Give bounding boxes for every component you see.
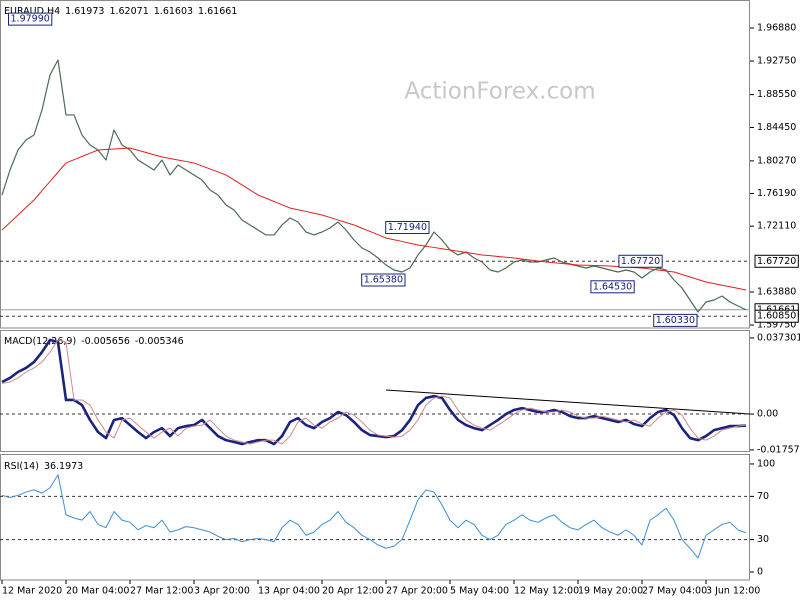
series-line — [1, 474, 747, 559]
title-text: RSI(14) — [4, 461, 39, 472]
price-annotation: 1.60330 — [656, 315, 695, 326]
x-tick-label: 20 Apr 12:00 — [322, 586, 384, 597]
panel-title: MACD(12,26,9) -0.005656 -0.005346 — [4, 336, 184, 347]
x-tick-label: 27 Apr 20:00 — [386, 586, 448, 597]
x-tick-label: 27 Mar 12:00 — [130, 586, 193, 597]
x-tick-label: 13 Apr 04:00 — [258, 586, 320, 597]
title-reading: 1.61973 — [65, 6, 104, 17]
y-tick-label: 1.76190 — [757, 188, 796, 199]
level-label: 1.60850 — [757, 311, 796, 322]
title-reading: 1.61603 — [154, 6, 193, 17]
title-text: MACD(12,26,9) — [4, 336, 76, 347]
title-reading: 1.61661 — [198, 6, 237, 17]
x-tick-label: 3 Apr 20:00 — [194, 586, 250, 597]
series-line — [1, 59, 747, 313]
title-reading: 36.1973 — [44, 461, 83, 472]
price-annotation: 1.71940 — [388, 222, 427, 233]
y-tick-label: 70 — [757, 491, 769, 502]
title-reading: -0.005656 — [81, 336, 130, 347]
price-annotation: 1.64530 — [593, 281, 632, 292]
price-panel — [0, 0, 750, 329]
x-tick-label: 12 Mar 2020 — [2, 586, 62, 597]
y-tick-label: 0.037301 — [757, 332, 800, 343]
x-tick-label: 5 May 04:00 — [450, 586, 509, 597]
x-tick-label: 27 May 04:00 — [642, 586, 707, 597]
price-annotation-box — [8, 12, 53, 26]
price-annotation: 1.67720 — [621, 256, 660, 267]
title-text: EURAUD,H4 — [4, 6, 60, 17]
y-tick-label: 1.63880 — [757, 287, 796, 298]
x-tick-label: 19 May 20:00 — [578, 586, 643, 597]
y-tick-label: 100 — [757, 458, 775, 469]
y-tick-label: 1.88550 — [757, 89, 796, 100]
series-line — [1, 339, 747, 445]
price-annotation-box — [590, 280, 635, 294]
price-annotation: 1.97990 — [11, 14, 50, 25]
macd-trendline — [385, 389, 751, 415]
panel-title: RSI(14) 36.1973 — [4, 461, 83, 472]
panel-title: EURAUD,H4 1.61973 1.62071 1.61603 1.61661 — [4, 6, 237, 17]
level-label-box — [754, 254, 799, 268]
y-tick-label: 30 — [757, 534, 769, 545]
price-annotation-box — [653, 313, 698, 327]
price-annotation: 1.65380 — [364, 275, 403, 286]
x-tick-label: 20 Mar 04:00 — [66, 586, 129, 597]
y-tick-label: 1.96880 — [757, 23, 796, 34]
x-tick-label: 3 Jun 12:00 — [706, 586, 760, 597]
x-tick-label: 12 May 12:00 — [514, 586, 579, 597]
level-label-box — [754, 309, 799, 323]
price-annotation-box — [361, 273, 406, 287]
y-tick-label: 1.92750 — [757, 56, 796, 67]
macd-panel — [0, 330, 750, 452]
y-tick-label: 1.72110 — [757, 221, 796, 232]
price-annotation-box — [385, 221, 430, 235]
watermark: ActionForex.com — [404, 79, 595, 105]
y-tick-label: -0.017577 — [757, 444, 800, 455]
title-reading: -0.005346 — [135, 336, 184, 347]
y-tick-label: 0.00 — [757, 409, 778, 420]
y-tick-label: 0 — [757, 567, 763, 578]
level-label: 1.67720 — [757, 256, 796, 267]
y-tick-label: 1.80270 — [757, 155, 796, 166]
price-annotation-box — [618, 254, 663, 268]
title-reading: 1.62071 — [109, 6, 148, 17]
rsi-panel — [0, 454, 750, 581]
y-tick-label: 1.59750 — [757, 320, 796, 331]
y-tick-label: 1.84450 — [757, 122, 796, 133]
